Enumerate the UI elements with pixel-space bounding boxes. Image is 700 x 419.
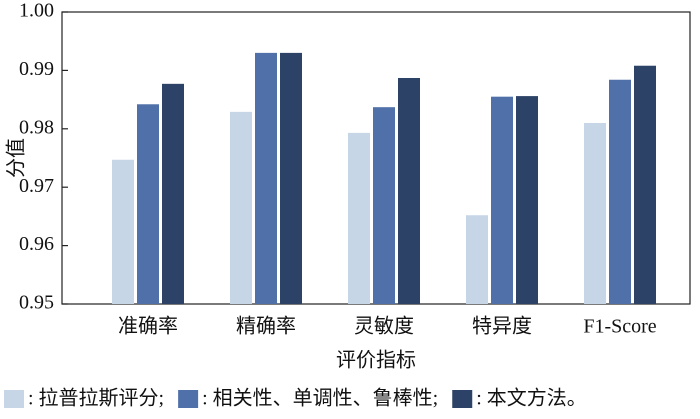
legend-swatch (4, 390, 24, 408)
y-tick-label: 0.95 (19, 292, 54, 314)
bar (491, 96, 513, 305)
x-tick-label: 精确率 (236, 315, 296, 338)
y-tick-label: 0.99 (19, 58, 54, 80)
bar (137, 104, 159, 304)
y-tick-label: 0.96 (19, 233, 54, 255)
bar (162, 83, 184, 304)
bar (398, 77, 420, 304)
y-axis-label: 分值 (5, 138, 28, 178)
legend-label: : 本文方法。 (476, 387, 587, 410)
bar (466, 215, 488, 304)
x-tick-label: F1-Score (583, 316, 656, 338)
bar (609, 79, 631, 304)
x-axis-label: 评价指标 (336, 349, 416, 372)
bar (230, 111, 252, 304)
y-tick-label: 1.00 (19, 0, 54, 22)
bar (516, 96, 538, 304)
bar (348, 132, 370, 304)
bar (112, 159, 134, 304)
legend-label: : 拉普拉斯评分; (28, 387, 164, 410)
bar (373, 107, 395, 304)
x-tick-label: 特异度 (472, 315, 532, 338)
bar (255, 52, 277, 304)
bar (280, 52, 302, 304)
y-tick-label: 0.98 (19, 116, 54, 138)
y-tick-label: 0.97 (19, 175, 54, 197)
x-tick-label: 灵敏度 (354, 315, 414, 338)
legend-label: : 相关性、单调性、鲁棒性; (202, 387, 438, 410)
bar (584, 122, 606, 305)
x-tick-label: 准确率 (118, 315, 178, 338)
bar (634, 65, 656, 304)
legend-swatch (178, 390, 199, 408)
legend-swatch (452, 390, 473, 408)
